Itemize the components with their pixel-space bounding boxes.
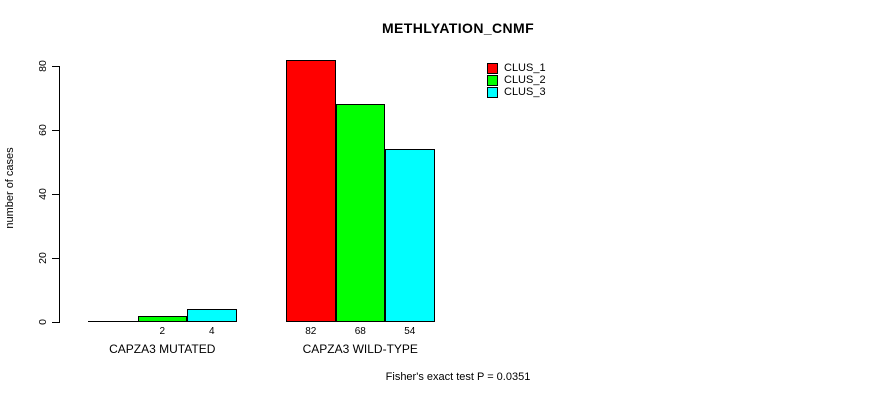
bar-clus-2-capza3-mutated [137,316,187,322]
y-axis-tick [52,194,59,195]
y-axis-tick [52,130,59,131]
legend-swatch-clus-3-icon [487,86,498,98]
legend-item-label: CLUS_2 [504,74,546,86]
category-label: CAPZA3 MUTATED [109,342,216,356]
y-tick-label: 40 [37,188,49,200]
y-tick-label: 20 [37,252,49,264]
legend-item-clus-2: CLUS_2 [487,74,546,86]
legend-swatch-clus-1-icon [487,62,498,74]
y-tick-label: 80 [37,60,49,72]
bar-value-label: 4 [208,326,215,337]
bar-value-label: 68 [354,326,366,337]
bar-value-label: 54 [404,326,416,337]
y-tick-label: 0 [37,319,49,325]
bar-clus-1-capza3-mutated [88,321,138,322]
bar-clus-2-capza3-wild-type [335,104,385,322]
fishers-test-annotation: Fisher's exact test P = 0.0351 [385,371,531,383]
category-label: CAPZA3 WILD-TYPE [302,342,418,356]
chart-title: METHLYATION_CNMF [381,20,535,36]
bar-value-label: 82 [305,326,317,337]
bar-clus-3-capza3-wild-type [385,149,435,322]
chart-legend: CLUS_1 CLUS_2 CLUS_3 [487,62,546,98]
legend-item-clus-1: CLUS_1 [487,62,546,74]
legend-item-label: CLUS_1 [504,62,546,74]
legend-swatch-clus-2-icon [487,74,498,86]
y-axis-tick [52,66,59,67]
bar-clus-3-capza3-mutated [187,309,237,322]
bar-clus-1-capza3-wild-type [286,60,336,322]
y-axis-tick [52,322,59,323]
legend-item-clus-3: CLUS_3 [487,86,546,98]
y-tick-label: 60 [37,124,49,136]
bar-value-label: 2 [159,326,166,337]
legend-item-label: CLUS_3 [504,86,546,98]
y-axis-line [59,66,60,323]
y-axis-tick [52,258,59,259]
